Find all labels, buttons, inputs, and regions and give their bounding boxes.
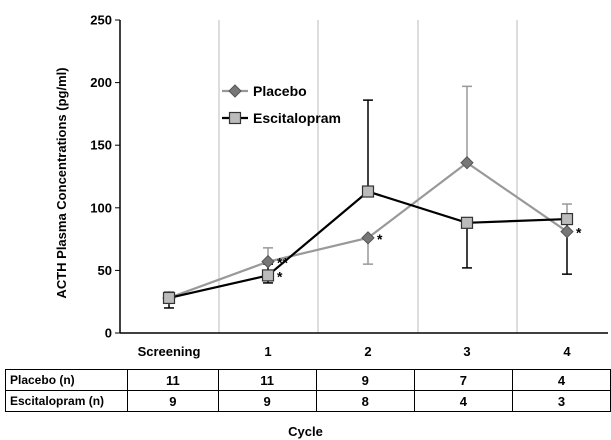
significance-marker: ** [277,255,288,271]
cell: 7 [413,369,513,391]
significance-annotations: *** ** [277,225,582,285]
y-tick-label: 250 [90,13,112,28]
x-tick-label: 4 [563,344,571,359]
data-point [560,212,574,226]
sample-size-table: Placebo (n) 11 11 9 7 4 Escitalopram (n)… [4,369,611,412]
cell: 11 [217,369,317,391]
vertical-gridlines [218,20,518,333]
legend-label: Placebo [253,83,307,99]
legend-marker [228,84,242,98]
cell: 11 [127,369,219,391]
series-markers [162,156,574,305]
y-tick-label: 200 [90,75,112,90]
axes [119,20,608,334]
cell: 9 [217,390,317,412]
legend-marker [228,111,242,125]
data-point [361,185,375,198]
x-tick-labels: Screening 1 2 3 4 [138,344,572,359]
y-tick-label: 50 [98,263,112,278]
significance-marker: * [377,231,383,247]
significance-marker: * [576,225,582,241]
data-point [162,291,176,305]
significance-marker: * [277,268,283,284]
table-row: Placebo (n) 11 11 9 7 4 [4,369,611,391]
y-tick-label: 100 [90,200,112,215]
row-label: Placebo (n) [4,369,129,391]
x-tick-label: Screening [138,344,201,359]
data-point [460,216,474,229]
x-tick-label: 1 [264,344,271,359]
y-tick-label: 0 [105,326,112,341]
data-point [361,231,375,245]
cell: 3 [511,390,611,412]
cell: 9 [127,390,219,412]
y-tick-labels: 0 50 100 150 200 250 [90,13,120,341]
cell: 4 [511,369,611,391]
y-tick-label: 150 [90,138,112,153]
data-point [261,254,275,269]
data-point [261,269,275,282]
table-row: Escitalopram (n) 9 9 8 4 3 [4,390,611,412]
x-axis-label: Cycle [288,424,323,439]
x-tick-label: 2 [364,344,371,359]
cell: 9 [315,369,415,391]
y-axis-label: ACTH Plasma Concentrations (pg/ml) [54,67,69,298]
data-point [460,156,474,170]
x-tick-label: 3 [463,344,470,359]
row-label: Escitalopram (n) [4,390,129,412]
cell: 4 [413,390,513,412]
legend: Placebo Escitalopram [222,83,341,126]
data-point [560,224,574,239]
cell: 8 [315,390,415,412]
legend-label: Escitalopram [253,110,341,126]
